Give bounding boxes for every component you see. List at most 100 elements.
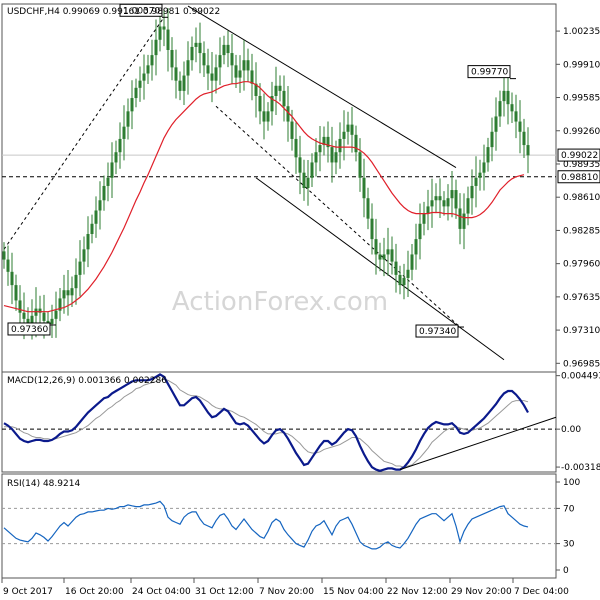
candle-body — [82, 249, 86, 262]
trendline-dashed-fall — [215, 105, 461, 328]
candle-body — [438, 196, 442, 201]
time-tick-label: 16 Oct 20:00 — [65, 587, 124, 597]
ohlc-low: 0.98981 — [143, 7, 180, 17]
candle-body — [358, 152, 362, 178]
annotation-label: 0.99770 — [471, 68, 508, 78]
candle-body — [246, 60, 250, 71]
time-tick-label: 29 Nov 20:00 — [451, 587, 512, 597]
trendline-channel-upper — [187, 5, 457, 168]
candle-body — [146, 65, 150, 74]
candle-body — [494, 116, 498, 132]
candle-body — [42, 312, 46, 321]
horizontal-level-box — [557, 170, 600, 184]
candle-body — [150, 55, 154, 66]
candle-body — [190, 46, 194, 61]
candle-body — [22, 312, 26, 319]
ohlc-open: 0.99069 — [63, 7, 100, 17]
rsi-panel: RSI(14) 48.9214 100 70 30 0 — [1, 473, 580, 579]
candle-body — [242, 60, 246, 71]
price-tick-label: 0.96985 — [563, 359, 600, 369]
candle-body — [294, 138, 298, 158]
candle-body — [474, 177, 478, 186]
current-price-label: 0.99022 — [561, 151, 598, 161]
candle-body — [74, 274, 78, 289]
candle-body — [70, 288, 74, 296]
candle-body — [378, 254, 382, 260]
candle-body — [210, 73, 214, 81]
price-tick-label: 0.98610 — [563, 193, 600, 203]
candle-body — [94, 210, 98, 224]
candle-body — [418, 223, 422, 240]
candle-body — [158, 26, 162, 40]
candle-body — [346, 124, 350, 132]
candle-body — [18, 300, 22, 313]
candle-body — [342, 131, 346, 139]
horizontal-level-label: 0.98810 — [561, 173, 598, 183]
macd-tick-label: 0.004493 — [561, 372, 600, 382]
macd-trendline — [399, 416, 557, 471]
candle-body — [142, 73, 146, 81]
macd-tick-label: -0.003186 — [561, 463, 600, 473]
time-tick-label: 7 Nov 20:00 — [259, 587, 314, 597]
candle-body — [26, 318, 30, 323]
price-tick-label: 0.99585 — [563, 94, 600, 104]
candle-body — [170, 50, 174, 68]
candle-body — [226, 44, 230, 54]
candle-body — [334, 152, 338, 163]
rsi-title: RSI(14) 48.9214 — [7, 479, 80, 489]
price-tick-label: 0.99260 — [563, 127, 600, 137]
candle-body — [286, 106, 290, 122]
candle-body — [14, 285, 18, 301]
price-tick-label: 0.97310 — [563, 326, 600, 336]
candle-body — [526, 145, 530, 156]
candle-body — [482, 162, 486, 173]
candle-body — [66, 290, 70, 296]
current-price-box — [557, 148, 600, 162]
candle-body — [118, 138, 122, 153]
rsi-tick-label: 70 — [563, 504, 575, 514]
candle-body — [362, 177, 366, 199]
ohlc-close: 0.99022 — [183, 7, 220, 17]
candle-body — [290, 121, 294, 139]
candle-body — [382, 254, 386, 260]
candle-body — [414, 239, 418, 255]
candle-body — [86, 234, 90, 250]
candle-body — [434, 196, 438, 201]
candle-body — [194, 42, 198, 47]
candle-body — [166, 29, 170, 50]
macd-panel-frame — [1, 371, 557, 473]
candle-body — [466, 198, 470, 214]
candle-body — [486, 147, 490, 163]
candle-body — [106, 177, 110, 186]
chart-symbol: USDCHF,H4 — [7, 7, 60, 17]
candle-body — [214, 67, 218, 81]
candle-body — [250, 70, 254, 84]
candle-body — [478, 172, 482, 178]
trendline-dashed-rise — [3, 17, 165, 250]
candle-body — [398, 274, 402, 286]
candle-body — [510, 104, 514, 112]
candle-body — [270, 96, 274, 112]
candle-body — [30, 315, 34, 323]
candle-body — [386, 249, 390, 255]
candle-body — [114, 152, 118, 163]
candle-body — [134, 87, 138, 99]
candle-body — [514, 111, 518, 122]
rsi-panel-frame — [1, 473, 557, 579]
candle-body — [374, 239, 378, 255]
candle-body — [502, 90, 506, 102]
macd-line — [3, 373, 529, 472]
candle-body — [222, 44, 226, 56]
candle-body — [390, 249, 394, 262]
candle-body — [462, 213, 466, 229]
candle-body — [338, 138, 342, 153]
candle-body — [306, 177, 310, 188]
candle-body — [490, 131, 494, 148]
candle-body — [454, 190, 458, 209]
candle-body — [110, 162, 114, 178]
candle-body — [430, 200, 434, 207]
candle-body — [302, 172, 306, 188]
candle-body — [366, 198, 370, 219]
rsi-tick-label: 30 — [563, 540, 575, 550]
